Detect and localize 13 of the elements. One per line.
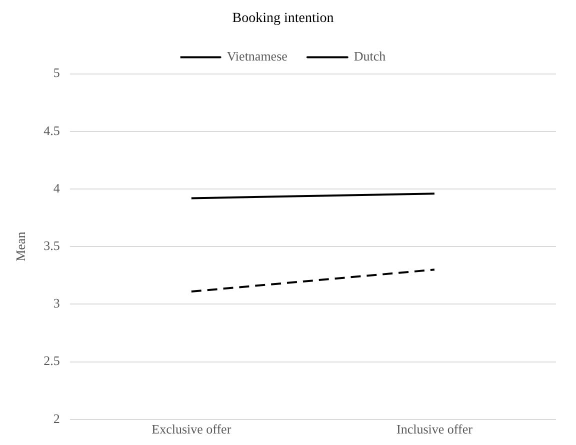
y-tick-label: 2 (53, 410, 60, 426)
x-tick-label: Inclusive offer (396, 422, 474, 437)
y-tick-label: 2.5 (44, 353, 60, 368)
y-tick-label: 3 (53, 296, 60, 311)
y-tick-label: 4 (53, 180, 60, 196)
chart-title: Booking intention (232, 11, 334, 26)
y-tick-label: 3.5 (44, 238, 60, 254)
y-tick-label: 5 (53, 65, 60, 80)
legend-label: Vietnamese (226, 48, 288, 64)
y-axis-title: Mean (13, 231, 28, 262)
legend-label: Dutch (354, 48, 386, 64)
y-tick-label: 4.5 (44, 122, 60, 138)
x-tick-label: Exclusive offer (152, 422, 232, 437)
